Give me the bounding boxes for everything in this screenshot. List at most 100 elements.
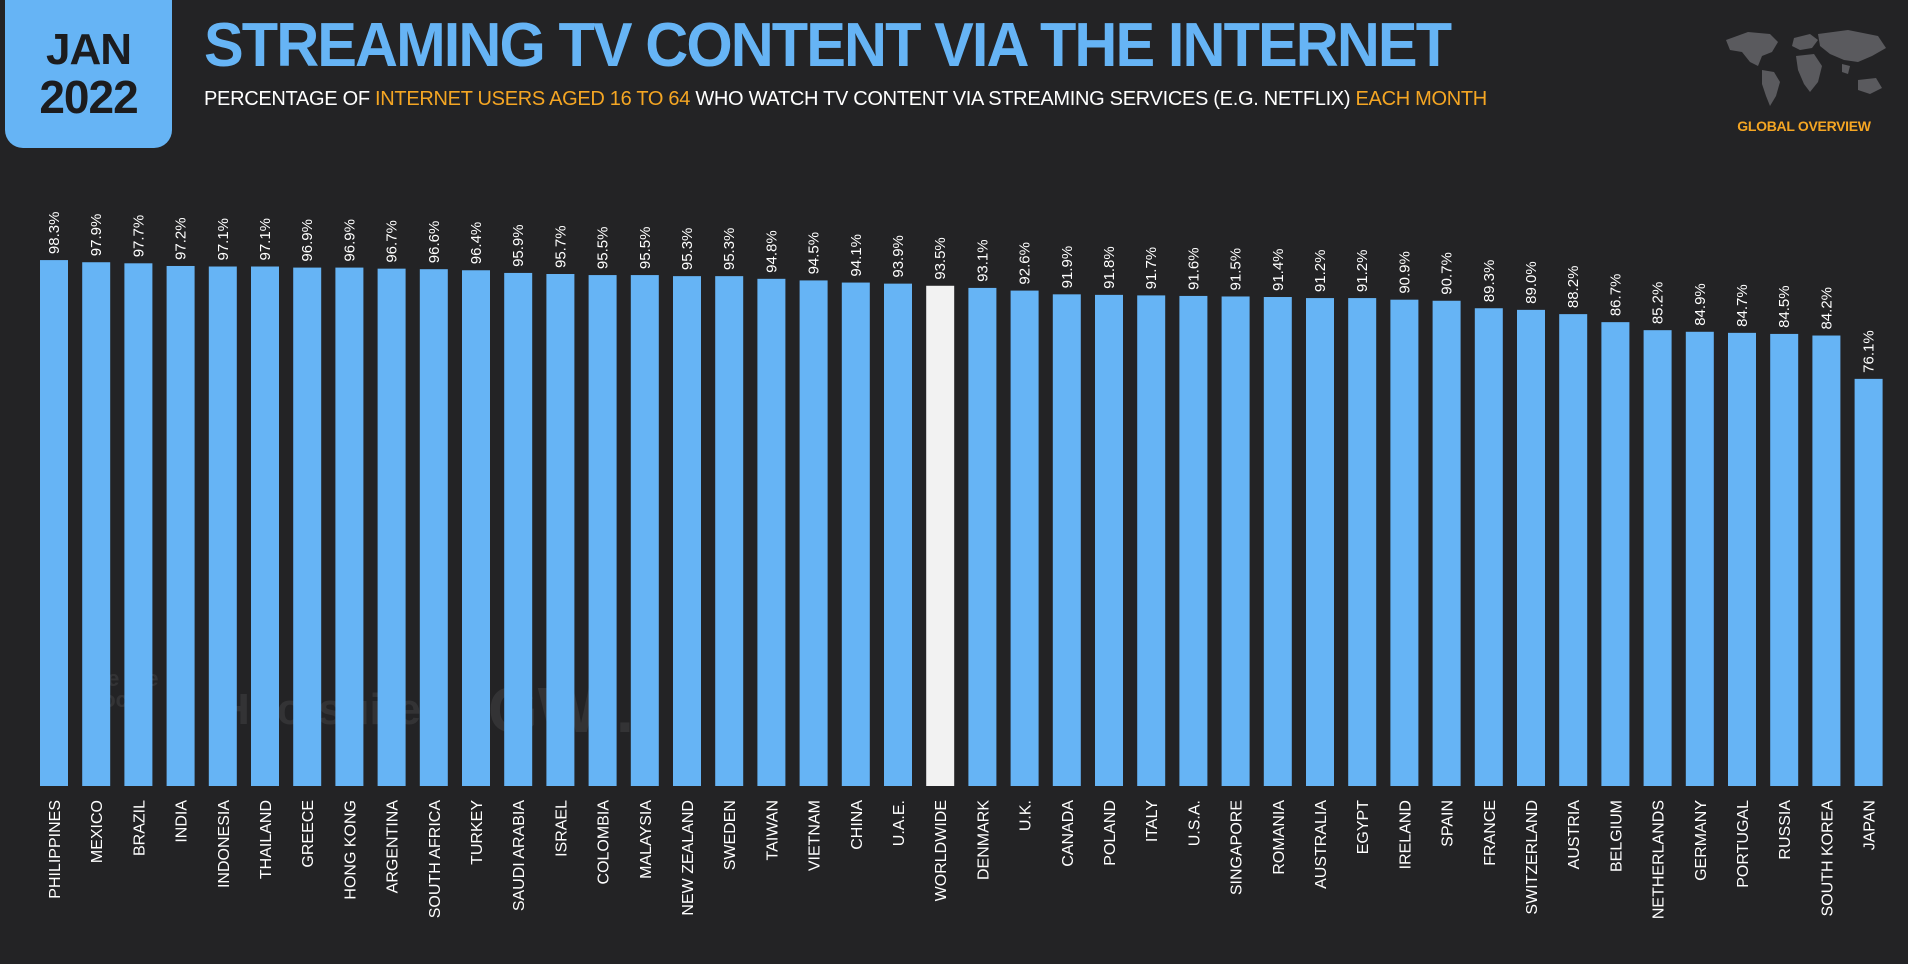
bar-value-label: 86.7% [1607,274,1624,317]
bar-value-label: 96.7% [384,220,401,263]
category-label: SWEDEN [722,800,739,870]
category-label: PORTUGAL [1735,800,1752,888]
bar-value-label: 89.0% [1523,261,1540,304]
category-label: AUSTRIA [1566,800,1583,870]
bar-south-korea [1812,335,1841,786]
bar-turkey [462,270,490,786]
bar-value-label: 95.5% [595,227,612,270]
bar-value-label: 96.9% [299,219,316,262]
bar-spain [1432,300,1461,786]
category-label: ISRAEL [553,800,570,857]
category-label: SOUTH KOREA [1819,800,1836,917]
bar-south-africa [419,269,448,786]
category-label: HONG KONG [342,800,359,900]
bar-value-label: 95.3% [679,228,696,271]
category-label: TURKEY [469,800,486,865]
bar-chart: 98.3% PHILIPPINES 97.9% MEXICO 97.7% BRAZIL 97… [40,212,1883,919]
bar-germany [1685,331,1714,786]
bar-value-label: 94.1% [848,234,865,277]
bar-sweden [715,276,744,786]
category-label: ROMANIA [1271,800,1288,875]
category-label: POLAND [1102,800,1119,866]
category-label: ARGENTINA [385,800,402,894]
category-label: DENMARK [975,800,992,880]
bar-ireland [1390,299,1419,786]
category-label: WORLDWIDE [933,800,950,901]
category-label: INDIA [174,800,191,843]
bar-value-label: 91.2% [1354,250,1371,293]
bar-colombia [588,275,617,786]
bar-netherlands [1643,330,1672,786]
bar-france [1474,308,1503,786]
bar-argentina [377,268,406,786]
category-label: MALAYSIA [638,800,655,879]
bar-value-label: 85.2% [1650,282,1667,325]
category-label: INDONESIA [216,800,233,888]
date-badge-year: 2022 [39,71,138,123]
bar-singapore [1221,296,1250,786]
subtitle-part-4: EACH MONTH [1355,88,1488,110]
bar-saudi-arabia [504,272,533,786]
bar-belgium [1601,322,1630,786]
bar-australia [1306,298,1334,786]
category-label: EGYPT [1355,800,1372,854]
date-badge-month: JAN [45,25,132,74]
bar-value-label: 93.1% [974,239,991,282]
bar-india [166,265,195,787]
category-label: GREECE [300,800,317,868]
category-label: SPAIN [1440,800,1457,847]
category-label: CANADA [1060,800,1077,867]
category-label: U.S.A. [1186,800,1203,846]
bar-russia [1770,333,1799,786]
bar-value-label: 90.7% [1439,252,1456,295]
bar-value-label: 91.6% [1185,247,1202,290]
bar-worldwide [926,285,955,786]
category-label: TAIWAN [764,800,781,860]
bar-value-label: 95.7% [552,225,569,268]
category-label: SOUTH AFRICA [427,800,444,919]
bar-value-label: 95.5% [637,227,654,270]
bar-value-label: 97.1% [257,218,274,261]
bar-value-label: 91.2% [1312,250,1329,293]
bar-value-label: 97.1% [215,218,232,261]
bar-u-a-e- [884,283,912,786]
bar-value-label: 84.5% [1776,285,1793,328]
bar-value-label: 95.9% [510,224,527,267]
bar-value-label: 97.9% [88,214,105,257]
bar-thailand [251,266,279,786]
bar-u-s-a- [1179,295,1208,786]
category-label: SAUDI ARABIA [511,800,528,911]
bar-mexico [82,262,111,786]
category-label: IRELAND [1397,800,1414,869]
bar-value-label: 90.9% [1396,251,1413,294]
subtitle-part-3: WHO WATCH TV CONTENT VIA STREAMING SERVI… [690,88,1356,110]
category-label: BRAZIL [131,800,148,856]
page-subtitle: PERCENTAGE OF INTERNET USERS AGED 16 TO … [204,88,1487,111]
bar-italy [1137,295,1166,786]
category-label: ITALY [1144,800,1161,842]
bar-value-label: 91.9% [1059,246,1076,289]
bar-value-label: 88.2% [1565,266,1582,309]
category-label: MEXICO [89,800,106,863]
page-title: STREAMING TV CONTENT VIA THE INTERNET [204,11,1452,80]
bar-switzerland [1517,309,1545,786]
category-label: THAILAND [258,800,275,879]
bar-indonesia [208,266,237,786]
bar-value-label: 76.1% [1861,330,1878,373]
bar-portugal [1728,332,1756,786]
bar-value-label: 93.5% [932,237,949,280]
bar-china [841,282,870,786]
category-label: U.K. [1018,800,1035,831]
bar-egypt [1348,298,1377,786]
category-label: PHILIPPINES [47,800,64,899]
category-label: NETHERLANDS [1651,800,1668,919]
category-label: JAPAN [1862,800,1879,850]
bar-canada [1052,294,1081,786]
bar-value-label: 96.4% [468,222,485,265]
category-label: COLOMBIA [596,800,613,885]
category-label: GERMANY [1693,800,1710,881]
bar-value-label: 89.3% [1481,260,1498,303]
bar-value-label: 91.5% [1228,248,1245,291]
bar-hong-kong [335,267,364,787]
date-badge: JAN 2022 [5,0,172,148]
